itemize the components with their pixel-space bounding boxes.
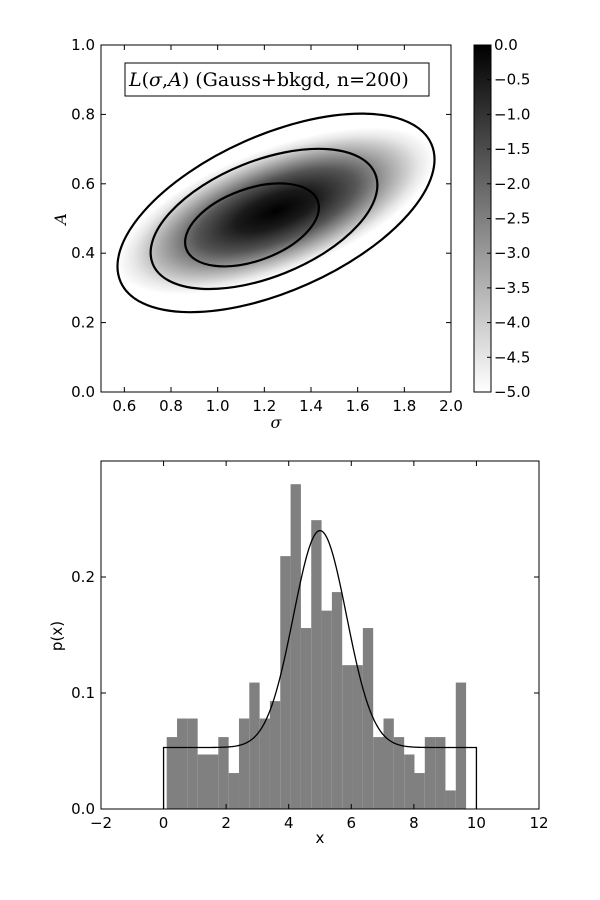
histogram-bar <box>207 754 219 809</box>
colorbar-tick-label: −3.5 <box>494 279 530 297</box>
bottom-plot-frame <box>100 460 540 810</box>
title-A: A <box>166 69 182 91</box>
title-sigma: σ <box>149 69 163 91</box>
bottom-x-tick-label: 8 <box>409 814 419 832</box>
title-open: ( <box>142 69 149 91</box>
top-y-ticks: 0.0 0.2 0.4 0.6 0.8 1.0 <box>71 36 451 401</box>
top-x-tick-label: 1.6 <box>346 397 370 415</box>
histogram-bar <box>269 701 281 809</box>
colorbar-tick-label: 0.0 <box>494 36 518 54</box>
histogram-bar <box>290 484 301 809</box>
title-box <box>124 62 430 97</box>
histogram-bar <box>455 682 467 809</box>
colorbar-tick-label: −1.5 <box>494 140 530 158</box>
top-x-axis-label: σ <box>271 413 283 432</box>
bottom-y-tick-label: 0.0 <box>71 800 95 818</box>
bottom-y-ticks: 0.0 0.1 0.2 <box>71 568 539 818</box>
top-y-tick-label: 0.0 <box>71 383 95 401</box>
likelihood-plot: 0.6 0.8 1.0 1.2 1.4 1.6 1.8 2.0 0.0 0.2 0.4 0.6 0.8… <box>51 36 463 432</box>
bottom-x-ticks: −2 0 2 4 6 8 10 12 <box>90 461 549 832</box>
likelihood-shading <box>117 127 435 295</box>
top-y-tick-label: 0.4 <box>71 244 95 262</box>
bottom-x-tick-label: 12 <box>529 814 548 832</box>
title-L: L <box>128 69 142 91</box>
histogram-bar <box>362 628 374 809</box>
histogram-bar <box>187 718 198 809</box>
bottom-x-axis-label: x <box>316 829 325 847</box>
histogram-bar <box>331 592 343 809</box>
histogram-bar <box>249 682 260 809</box>
top-x-tick-label: 1.8 <box>392 397 416 415</box>
bottom-x-tick-label: 6 <box>347 814 357 832</box>
histogram-plot: −2 0 2 4 6 8 10 12 0.0 0.1 0.2 x p(x) <box>48 460 549 847</box>
histogram-bar <box>238 718 250 809</box>
histogram-bar <box>300 628 312 809</box>
contour-2σ <box>149 147 379 291</box>
histogram-bar <box>373 737 384 809</box>
colorbar-tick-label: −3.0 <box>494 244 530 262</box>
histogram-bar <box>218 737 229 809</box>
likelihood-contours <box>116 112 436 314</box>
title-comma: , <box>162 69 168 91</box>
top-plot-frame <box>100 44 452 393</box>
bottom-x-tick-label: −2 <box>90 814 112 832</box>
top-x-tick-label: 0.6 <box>112 397 136 415</box>
histogram-bar <box>280 556 291 809</box>
histogram-bar <box>259 718 270 809</box>
top-y-tick-label: 1.0 <box>71 36 95 54</box>
histogram-bar <box>404 754 415 809</box>
top-y-axis-label: A <box>51 213 70 227</box>
colorbar-tick-label: −2.0 <box>494 175 530 193</box>
top-y-tick-label: 0.8 <box>71 105 95 123</box>
bottom-x-tick-label: 2 <box>221 814 231 832</box>
histogram-bar <box>414 773 425 809</box>
histogram-bar <box>311 520 322 809</box>
top-y-tick-label: 0.6 <box>71 175 95 193</box>
colorbar-tick-label: −1.0 <box>494 105 530 123</box>
likelihood-heatmap <box>117 127 435 295</box>
top-x-tick-label: 1.0 <box>206 397 230 415</box>
bottom-y-tick-label: 0.1 <box>71 684 95 702</box>
histogram-bar <box>228 773 239 809</box>
title-close: ) <box>182 69 189 91</box>
colorbar-tick-label: −4.0 <box>494 314 530 332</box>
bottom-y-tick-label: 0.2 <box>71 568 95 586</box>
chart-title: L(σ,A) (Gauss+bkgd, n=200) <box>128 69 409 91</box>
histogram-bar <box>177 718 188 809</box>
colorbar-ticks: 0.0 −0.5 −1.0 −1.5 −2.0 −2.5 −3.0 −3.5 −4.0 −4.5 −… <box>487 36 530 401</box>
colorbar-tick-label: −0.5 <box>494 71 530 89</box>
bottom-x-tick-label: 4 <box>284 814 294 832</box>
top-x-tick-label: 1.4 <box>299 397 323 415</box>
top-x-tick-label: 2.0 <box>439 397 463 415</box>
model-curve <box>162 529 478 810</box>
histogram-bar <box>166 737 178 809</box>
bottom-x-tick-label: 10 <box>467 814 486 832</box>
histogram-bar <box>321 610 332 809</box>
contour-1σ <box>183 182 321 268</box>
histogram-bar <box>393 737 405 809</box>
histogram-bar <box>197 754 208 809</box>
colorbar-tick-label: −2.5 <box>494 210 530 228</box>
histogram-bars <box>166 484 467 809</box>
contour-3σ <box>116 112 436 314</box>
top-x-ticks: 0.6 0.8 1.0 1.2 1.4 1.6 1.8 2.0 <box>112 45 463 415</box>
bottom-x-tick-label: 0 <box>159 814 169 832</box>
histogram-bar <box>445 790 456 809</box>
histogram-bar <box>435 737 446 809</box>
histogram-bar <box>352 665 363 809</box>
histogram-bar <box>383 718 394 809</box>
histogram-bar <box>342 665 353 809</box>
colorbar-tick-label: −4.5 <box>494 348 530 366</box>
top-x-tick-label: 1.2 <box>252 397 276 415</box>
top-y-tick-label: 0.2 <box>71 314 95 332</box>
colorbar: 0.0 −0.5 −1.0 −1.5 −2.0 −2.5 −3.0 −3.5 −4.0 −4.5 −… <box>473 36 530 401</box>
title-rest: (Gauss+bkgd, n=200) <box>189 69 409 91</box>
top-x-tick-label: 0.8 <box>159 397 183 415</box>
bottom-y-axis-label: p(x) <box>48 621 66 651</box>
histogram-bar <box>424 737 436 809</box>
colorbar-tick-label: −5.0 <box>494 383 530 401</box>
